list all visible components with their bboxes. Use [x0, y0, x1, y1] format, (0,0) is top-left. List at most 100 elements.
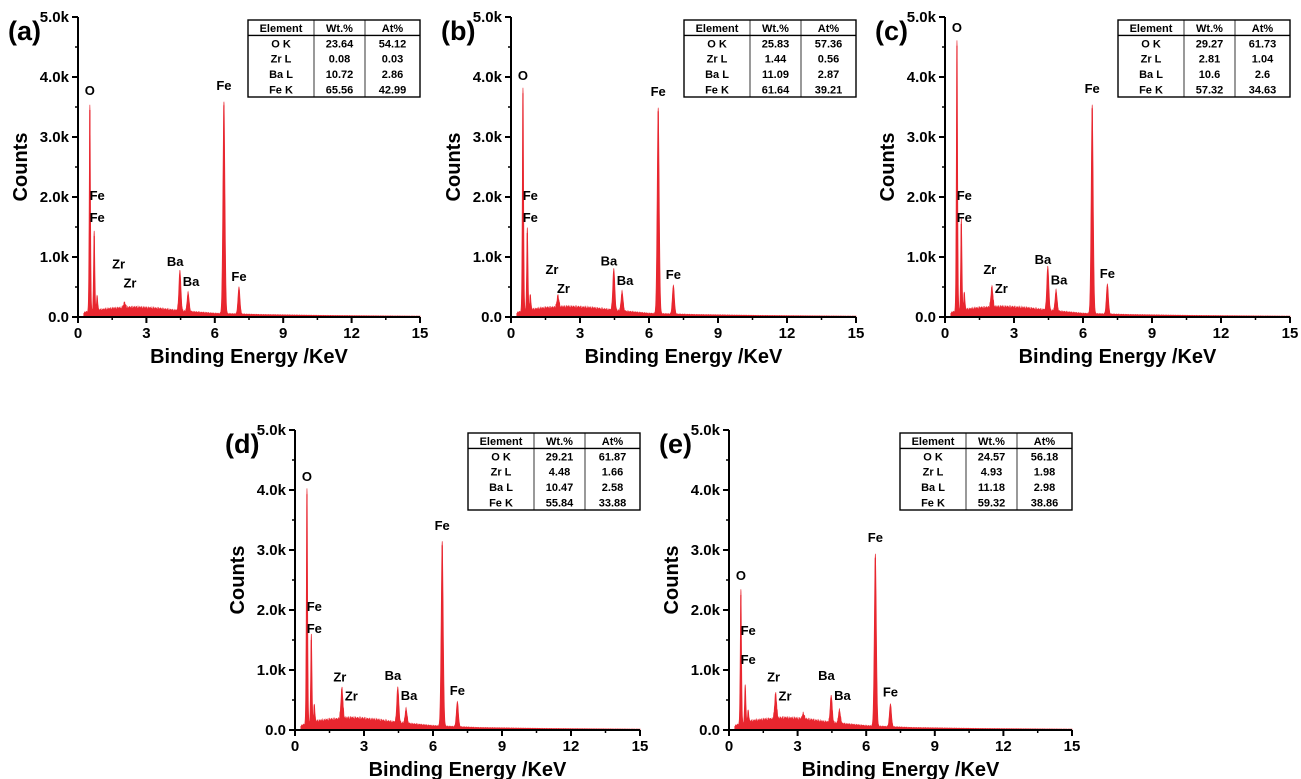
- spectrum-trace: [300, 488, 641, 731]
- table-header: Wt.%: [546, 436, 573, 448]
- peak-label: Zr: [123, 276, 136, 291]
- table-header: At%: [1034, 436, 1056, 448]
- table-header: Element: [696, 23, 739, 35]
- peak-label: Fe: [216, 78, 231, 93]
- table-cell: 2.87: [818, 69, 839, 81]
- x-tick-label: 12: [1213, 325, 1230, 342]
- y-tick-label: 2.0k: [40, 189, 70, 206]
- x-tick-label: 0: [941, 325, 949, 342]
- x-tick-label: 3: [142, 325, 150, 342]
- y-tick-label: 5.0k: [473, 9, 503, 26]
- y-tick-label: 1.0k: [473, 249, 503, 266]
- table-cell: 29.21: [546, 451, 574, 463]
- peak-label: O: [952, 20, 962, 35]
- peak-label: Ba: [1035, 252, 1052, 267]
- peak-label: Fe: [868, 530, 883, 545]
- peak-label: Ba: [183, 274, 200, 289]
- peak-label: Fe: [666, 267, 681, 282]
- peak-label: Zr: [333, 669, 346, 684]
- composition-table: Element Wt.% At% O K 23.64 54.12 Zr L 0.08 0.03 B…: [247, 19, 421, 98]
- x-tick-label: 6: [211, 325, 219, 342]
- y-tick-label: 3.0k: [907, 129, 937, 146]
- table-cell: Zr L: [1141, 54, 1162, 66]
- table-cell: 0.56: [818, 54, 839, 66]
- x-tick-label: 0: [74, 325, 82, 342]
- x-tick-label: 0: [291, 738, 299, 755]
- table-cell: 11.18: [978, 482, 1005, 494]
- table-header: At%: [818, 23, 840, 35]
- spectrum-trace: [83, 101, 421, 318]
- table-cell: Fe K: [269, 85, 293, 97]
- table-cell: Fe K: [921, 498, 945, 510]
- peak-label: O: [302, 469, 312, 484]
- y-tick-label: 4.0k: [907, 69, 937, 86]
- x-tick-label: 15: [848, 325, 865, 342]
- x-tick-label: 12: [995, 738, 1012, 755]
- y-tick-label: 5.0k: [691, 422, 721, 439]
- table-cell: 1.44: [765, 54, 787, 66]
- peak-label: Ba: [401, 688, 418, 703]
- table-cell: Fe K: [489, 498, 513, 510]
- table-header: At%: [1252, 23, 1274, 35]
- table-cell: Ba L: [705, 69, 729, 81]
- table-border: [899, 432, 1073, 511]
- composition-table: Element Wt.% At% O K 24.57 56.18 Zr L 4.93 1.98 B…: [899, 432, 1073, 511]
- x-tick-label: 15: [1064, 738, 1081, 755]
- table-cell: 1.04: [1252, 54, 1274, 66]
- table-cell: 23.64: [326, 38, 354, 50]
- peak-label: Fe: [435, 518, 450, 533]
- table-cell: 25.83: [762, 38, 790, 50]
- y-axis-title: Counts: [661, 546, 683, 615]
- y-tick-label: 0.0: [699, 722, 720, 739]
- table-cell: Ba L: [1139, 69, 1163, 81]
- x-tick-label: 9: [498, 738, 506, 755]
- peak-label: Fe: [90, 210, 105, 225]
- peak-label: Fe: [741, 623, 756, 638]
- y-tick-label: 2.0k: [473, 189, 503, 206]
- table-cell: O K: [707, 38, 727, 50]
- table-header: Wt.%: [326, 23, 353, 35]
- x-tick-label: 6: [1079, 325, 1087, 342]
- peak-label: Fe: [90, 188, 105, 203]
- x-axis-title: Binding Energy /KeV: [150, 346, 348, 368]
- table-cell: 10.72: [326, 69, 354, 81]
- eds-panel-e: 0 3 6 9 12 15 0.0 1.0k 2.0k 3.0k 4.0k 5.0k Binding E…: [659, 422, 1080, 779]
- spectrum-trace: [950, 40, 1291, 318]
- peak-label: Fe: [450, 683, 465, 698]
- peak-label: Fe: [523, 188, 538, 203]
- table-cell: Zr L: [707, 54, 728, 66]
- table-border: [467, 432, 641, 511]
- peak-label: Fe: [957, 210, 972, 225]
- table-cell: 61.87: [599, 451, 627, 463]
- peak-label: Zr: [557, 281, 570, 296]
- y-tick-label: 1.0k: [257, 662, 287, 679]
- x-tick-label: 6: [862, 738, 870, 755]
- peak-label: O: [736, 568, 746, 583]
- table-header: Element: [1130, 23, 1173, 35]
- table-cell: 4.48: [549, 467, 570, 479]
- x-axis-title: Binding Energy /KeV: [585, 346, 783, 368]
- panel-label: (d): [225, 429, 259, 459]
- peak-label: Zr: [545, 262, 558, 277]
- peak-label: Ba: [1051, 273, 1068, 288]
- peak-label: O: [85, 83, 95, 98]
- x-tick-label: 15: [412, 325, 429, 342]
- table-cell: 61.64: [762, 85, 790, 97]
- peak-label: Ba: [818, 668, 835, 683]
- panel-label: (a): [8, 16, 41, 46]
- table-cell: Ba L: [921, 482, 945, 494]
- eds-panel-d: 0 3 6 9 12 15 0.0 1.0k 2.0k 3.0k 4.0k 5.0k Binding E…: [225, 422, 648, 779]
- x-tick-label: 15: [632, 738, 649, 755]
- table-cell: 2.6: [1255, 69, 1270, 81]
- table-cell: O K: [271, 38, 291, 50]
- y-tick-label: 0.0: [265, 722, 286, 739]
- x-tick-label: 6: [645, 325, 653, 342]
- peak-label: Ba: [834, 688, 851, 703]
- y-axis-title: Counts: [227, 546, 249, 615]
- table-cell: 0.08: [329, 54, 350, 66]
- table-cell: O K: [491, 451, 511, 463]
- x-axis-title: Binding Energy /KeV: [1019, 346, 1217, 368]
- table-cell: Ba L: [489, 482, 513, 494]
- table-cell: 11.09: [762, 69, 789, 81]
- peak-label: Fe: [957, 188, 972, 203]
